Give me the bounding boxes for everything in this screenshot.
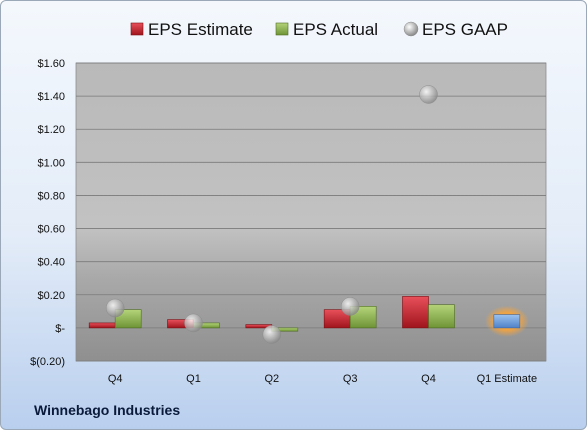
eps-gaap-point — [262, 325, 282, 344]
x-tick-label: Q1 Estimate — [477, 373, 538, 385]
y-tick-label: $0.80 — [37, 190, 65, 202]
gaap-points — [105, 85, 438, 344]
eps-estimate-bar — [88, 322, 116, 329]
x-tick-label: Q3 — [343, 373, 358, 385]
y-tick-label: $- — [55, 323, 65, 335]
y-tick-label: $0.40 — [37, 257, 65, 269]
eps-gaap-point — [184, 313, 203, 333]
eps-estimate-bar — [402, 296, 429, 329]
eps-gaap-point — [105, 298, 125, 318]
legend-swatch — [275, 22, 289, 36]
next-quarter-estimate-bar — [493, 314, 521, 329]
y-tick-label: $1.00 — [37, 157, 65, 169]
y-tick-label: $1.40 — [37, 91, 65, 103]
x-axis-ticks: Q4 Q1 Q2 Q3 Q4 Q1 Estimate — [108, 373, 537, 385]
y-tick-label: $(0.20) — [30, 356, 65, 368]
company-name: Winnebago Industries — [34, 402, 181, 418]
eps-actual-bar — [428, 304, 455, 329]
legend-swatch — [130, 22, 144, 36]
eps-gaap-point — [419, 85, 438, 104]
gridlines — [76, 62, 546, 362]
legend-label: EPS Estimate — [148, 20, 253, 39]
y-axis-ticks: $1.60 $1.40 $1.20 $1.00 $0.80 $0.60 $0.40 $0.20… — [30, 58, 65, 368]
y-tick-label: $1.60 — [37, 58, 65, 70]
y-tick-label: $0.60 — [37, 224, 65, 236]
x-tick-label: Q4 — [421, 373, 436, 385]
x-tick-label: Q4 — [108, 373, 123, 385]
legend-swatch — [403, 21, 419, 37]
y-tick-label: $0.20 — [37, 290, 65, 302]
y-tick-label: $1.20 — [37, 124, 65, 136]
eps-gaap-point — [340, 297, 360, 316]
legend: EPS Estimate EPS Actual EPS GAAP — [130, 20, 508, 39]
legend-label: EPS GAAP — [422, 20, 508, 39]
plot-area — [75, 62, 547, 362]
x-tick-label: Q2 — [264, 373, 279, 385]
legend-label: EPS Actual — [293, 20, 378, 39]
x-tick-label: Q1 — [186, 373, 201, 385]
